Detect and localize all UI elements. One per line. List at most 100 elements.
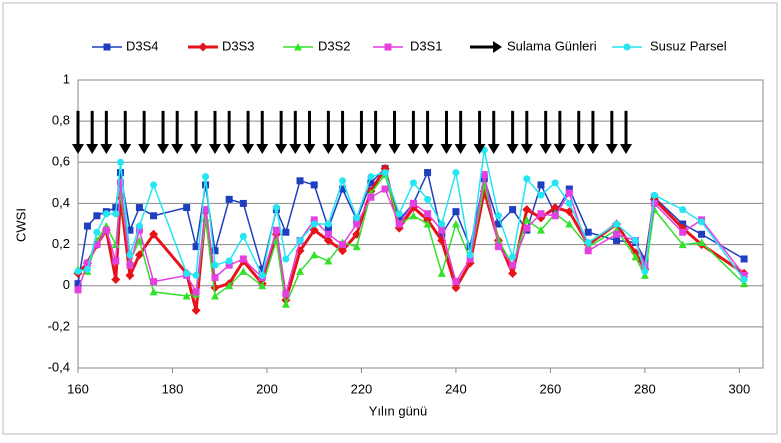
data-point	[282, 228, 290, 236]
data-point	[740, 276, 748, 284]
data-point	[135, 222, 143, 230]
irrigation-arrow	[190, 110, 203, 155]
data-point	[182, 292, 191, 300]
legend-label: Sulama Günleri	[507, 38, 597, 53]
data-point	[239, 232, 247, 240]
y-tick-label: -0,4	[48, 359, 70, 374]
irrigation-arrow	[355, 110, 368, 155]
irrigation-arrow	[506, 110, 519, 155]
data-point	[452, 208, 460, 216]
data-point	[225, 257, 233, 265]
data-point	[395, 220, 403, 228]
arrow-part	[473, 144, 486, 155]
arrow-part	[100, 144, 113, 155]
data-point	[310, 181, 318, 189]
irrigation-arrow	[119, 110, 132, 155]
data-point	[296, 236, 304, 244]
data-point	[339, 241, 347, 249]
data-point	[211, 292, 219, 300]
data-point	[339, 185, 347, 193]
x-tick-label: 300	[729, 381, 751, 396]
irrigation-arrow	[100, 110, 113, 155]
data-point	[281, 300, 290, 308]
data-point	[509, 206, 517, 214]
data-point	[323, 235, 333, 245]
data-point	[679, 206, 687, 214]
data-point	[466, 255, 474, 263]
y-tick-label: 0,2	[52, 236, 70, 251]
data-point	[126, 226, 134, 234]
irrigation-arrow	[407, 110, 420, 155]
arrow-part	[454, 144, 467, 155]
data-point	[112, 210, 120, 218]
data-point	[584, 239, 592, 247]
arrow-part	[440, 144, 453, 155]
data-point	[522, 215, 531, 224]
data-point	[93, 241, 101, 249]
data-point	[309, 225, 319, 235]
data-point	[424, 169, 432, 177]
data-point	[74, 267, 82, 275]
data-point	[537, 191, 545, 199]
irrigation-arrow	[539, 110, 552, 155]
arrow-part	[605, 144, 618, 155]
series-line	[77, 172, 745, 307]
data-point	[423, 220, 432, 228]
x-tick-label: 220	[351, 381, 373, 396]
data-point	[239, 267, 248, 275]
y-tick-label: 0,6	[52, 154, 70, 169]
arrow-part	[72, 144, 84, 155]
irrigation-arrow	[586, 110, 599, 155]
data-point	[192, 243, 200, 251]
arrow-part	[119, 144, 132, 155]
arrow-part	[336, 144, 349, 155]
data-point	[74, 286, 82, 294]
data-point	[125, 270, 135, 280]
y-tick-label: 0,8	[52, 113, 70, 128]
data-point	[494, 243, 502, 251]
legend-marker	[294, 43, 302, 51]
data-point	[631, 236, 639, 244]
y-tick-label: -0,2	[48, 318, 70, 333]
data-point	[438, 226, 446, 234]
data-point	[381, 169, 389, 177]
data-point	[296, 177, 304, 185]
y-tick-label: 0,4	[52, 195, 70, 210]
arrow-part	[171, 144, 184, 155]
data-point	[551, 212, 559, 220]
irrigation-arrow	[209, 110, 221, 155]
data-point	[523, 224, 531, 232]
data-point	[409, 179, 417, 187]
data-point	[134, 250, 144, 260]
irrigation-arrow	[275, 110, 288, 155]
data-point	[282, 290, 290, 298]
legend-label: D3S2	[318, 38, 351, 53]
data-point	[296, 267, 305, 275]
data-point	[324, 230, 332, 238]
legend-label: D3S1	[410, 38, 443, 53]
data-point	[367, 193, 375, 201]
data-point	[740, 255, 748, 263]
irrigation-arrow	[72, 110, 84, 155]
data-point	[466, 251, 474, 259]
irrigation-arrow	[336, 110, 349, 155]
data-point	[697, 238, 706, 247]
data-point	[678, 240, 687, 249]
legend-arrow	[470, 41, 502, 53]
data-point	[192, 288, 200, 296]
data-point	[117, 158, 125, 166]
data-point	[641, 261, 649, 269]
data-point	[353, 220, 361, 228]
data-point	[584, 247, 592, 255]
irrigation-arrow	[473, 110, 486, 155]
data-point	[613, 230, 621, 238]
arrow-part	[190, 144, 203, 155]
arrow-part	[157, 144, 170, 155]
arrow-part	[138, 144, 151, 155]
data-point	[437, 269, 446, 277]
irrigation-arrow	[572, 110, 585, 155]
arrow-part	[209, 144, 221, 155]
data-point	[150, 181, 158, 189]
series-line	[77, 167, 745, 284]
